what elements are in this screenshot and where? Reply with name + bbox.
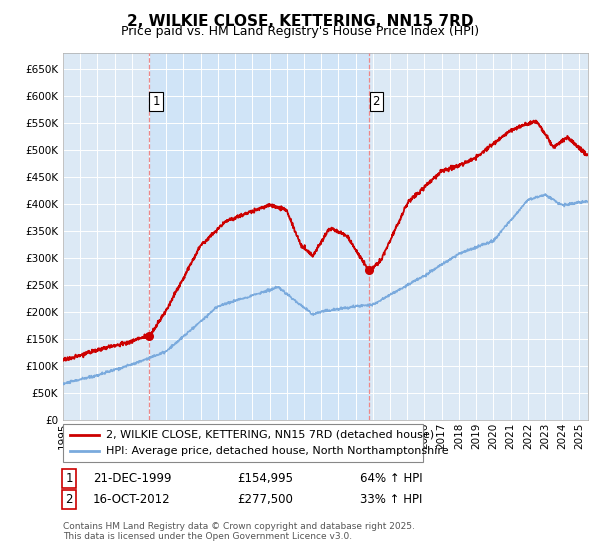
Bar bbox=[149, 53, 370, 420]
Text: 2: 2 bbox=[373, 95, 380, 108]
Text: HPI: Average price, detached house, North Northamptonshire: HPI: Average price, detached house, Nort… bbox=[106, 446, 449, 456]
Text: £277,500: £277,500 bbox=[237, 493, 293, 506]
Text: 21-DEC-1999: 21-DEC-1999 bbox=[93, 472, 172, 486]
Text: 64% ↑ HPI: 64% ↑ HPI bbox=[360, 472, 422, 486]
Text: 2: 2 bbox=[65, 493, 73, 506]
Text: 33% ↑ HPI: 33% ↑ HPI bbox=[360, 493, 422, 506]
Text: Contains HM Land Registry data © Crown copyright and database right 2025.
This d: Contains HM Land Registry data © Crown c… bbox=[63, 522, 415, 542]
Text: 2, WILKIE CLOSE, KETTERING, NN15 7RD (detached house): 2, WILKIE CLOSE, KETTERING, NN15 7RD (de… bbox=[106, 430, 434, 440]
Text: £154,995: £154,995 bbox=[237, 472, 293, 486]
Text: 1: 1 bbox=[65, 472, 73, 486]
Text: 16-OCT-2012: 16-OCT-2012 bbox=[93, 493, 170, 506]
FancyBboxPatch shape bbox=[63, 424, 423, 462]
Text: 2, WILKIE CLOSE, KETTERING, NN15 7RD: 2, WILKIE CLOSE, KETTERING, NN15 7RD bbox=[127, 14, 473, 29]
Text: 1: 1 bbox=[152, 95, 160, 108]
Text: Price paid vs. HM Land Registry's House Price Index (HPI): Price paid vs. HM Land Registry's House … bbox=[121, 25, 479, 38]
